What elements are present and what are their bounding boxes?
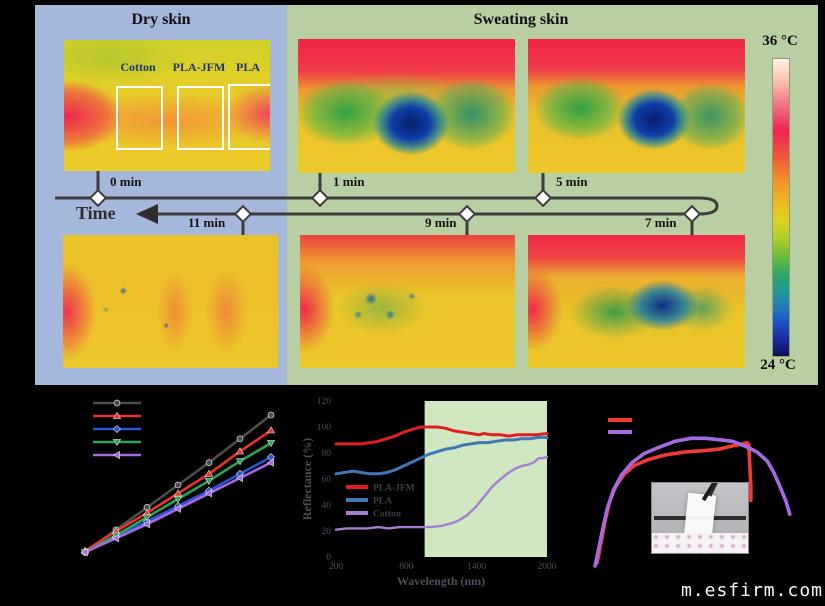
pla-sample-outline xyxy=(228,84,270,150)
mark-5min: 5 min xyxy=(556,174,588,189)
thermal-image-5min xyxy=(528,39,745,173)
reflectance-spectrum-chart: 0 20 40 60 80 100 120 200 800 1400 2000 Wavelength … xyxy=(300,396,565,598)
timeline-diamond-11min xyxy=(233,204,253,224)
dry-skin-title: Dry skin xyxy=(131,11,191,28)
inset-photo xyxy=(652,483,748,553)
svg-text:60: 60 xyxy=(322,475,332,485)
thermal-image-7min xyxy=(528,235,745,368)
cotton-sample-outline xyxy=(116,86,163,150)
cotton-label: Cotton xyxy=(120,60,156,74)
mark-1min: 1 min xyxy=(333,174,365,189)
timeline-diamond-7min xyxy=(682,204,702,224)
evaporation-line-chart xyxy=(55,393,300,588)
svg-text:80: 80 xyxy=(322,449,332,459)
thermal-image-1min xyxy=(298,39,515,173)
svg-text:Cotton: Cotton xyxy=(373,510,402,520)
temperature-colorbar xyxy=(772,58,790,357)
pla-jfm-label: PLA-JFM xyxy=(172,60,226,74)
watermark: m.esfirm.com xyxy=(680,580,823,601)
timeline-diamond-9min xyxy=(457,204,477,224)
pla-label: PLA xyxy=(236,60,260,74)
thermal-image-9min xyxy=(300,235,515,368)
pla-jfm-sample-outline xyxy=(177,86,224,150)
thermal-image-0min: Cotton PLA-JFM PLA xyxy=(64,40,270,171)
svg-text:120: 120 xyxy=(317,397,332,407)
inset-patterned-surface xyxy=(652,533,748,553)
stress-strain-chart xyxy=(578,397,813,592)
svg-text:PLA-JFM: PLA-JFM xyxy=(373,484,415,494)
time-arrow-icon xyxy=(136,204,158,224)
svg-text:PLA: PLA xyxy=(373,497,392,507)
mark-0min: 0 min xyxy=(110,174,142,189)
thermal-image-11min xyxy=(63,235,278,368)
timeline-diamond-0min xyxy=(88,188,108,208)
svg-text:40: 40 xyxy=(322,501,332,511)
svg-text:2000: 2000 xyxy=(538,562,557,572)
svg-text:1400: 1400 xyxy=(467,562,486,572)
svg-text:100: 100 xyxy=(317,423,332,433)
svg-text:Wavelength (nm): Wavelength (nm) xyxy=(397,574,485,588)
colorbar-max-label: 36 °C xyxy=(762,33,798,49)
colorbar-min-label: 24 °C xyxy=(760,357,796,373)
svg-text:0: 0 xyxy=(326,553,331,563)
svg-text:Reflectance (%): Reflectance (%) xyxy=(300,438,314,520)
timeline-diamond-1min xyxy=(310,188,330,208)
mark-9min: 9 min xyxy=(425,215,457,230)
mark-7min: 7 min xyxy=(645,215,677,230)
sweating-skin-title: Sweating skin xyxy=(473,11,569,28)
svg-text:200: 200 xyxy=(329,562,344,572)
mark-11min: 11 min xyxy=(188,215,226,230)
timeline-diamond-5min xyxy=(533,188,553,208)
time-axis-label: Time xyxy=(76,203,116,223)
svg-text:800: 800 xyxy=(399,562,414,572)
svg-text:20: 20 xyxy=(322,527,332,537)
